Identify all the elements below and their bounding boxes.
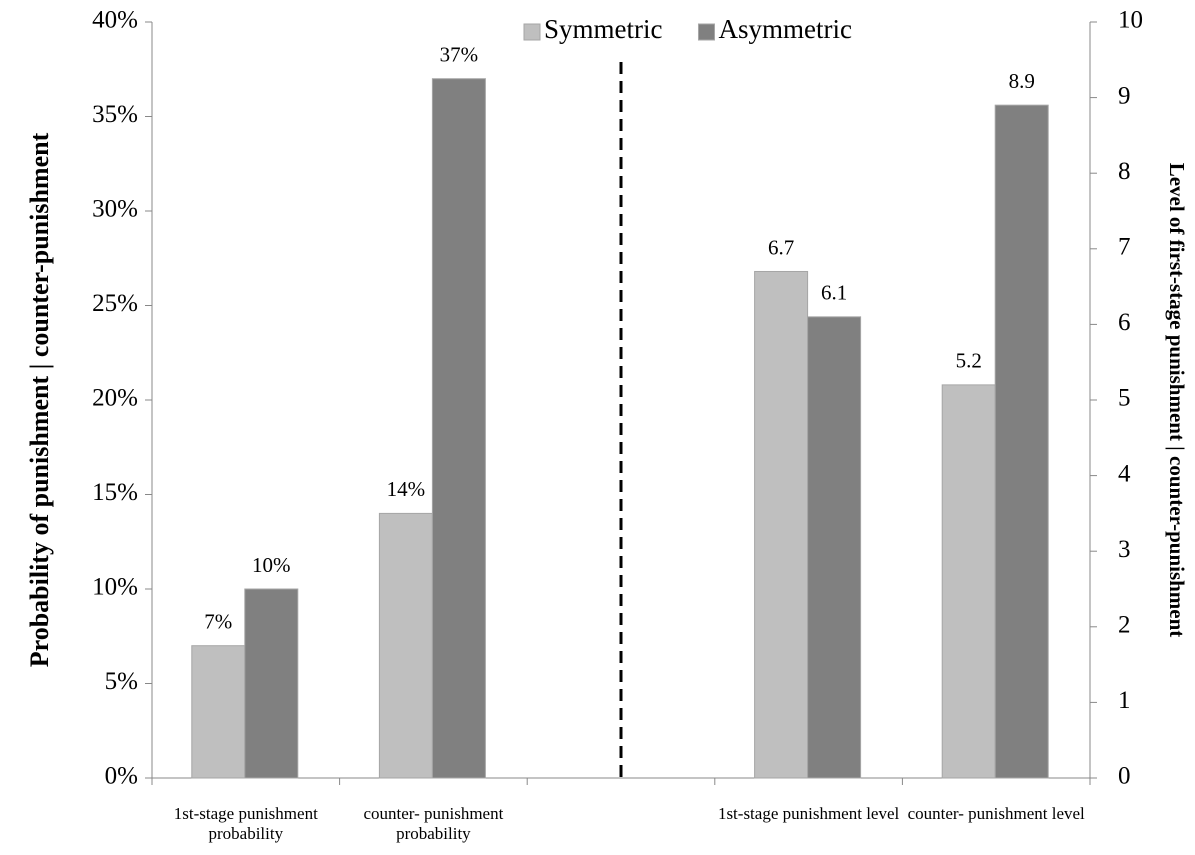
y2-tick-label: 3 (1118, 536, 1131, 563)
value-label: 37% (440, 43, 479, 67)
legend-swatch (523, 23, 541, 41)
y-tick-label: 5% (105, 668, 138, 695)
y-tick-label: 30% (92, 196, 138, 223)
value-label: 6.1 (821, 281, 847, 305)
y-tick-label: 25% (92, 290, 138, 317)
y-tick-label: 40% (92, 7, 138, 34)
value-label: 6.7 (768, 235, 794, 259)
y2-tick-label: 8 (1118, 158, 1131, 185)
y2-tick-label: 6 (1118, 309, 1131, 336)
y-axis-title: Probability of punishment | counter-puni… (25, 132, 54, 667)
value-label: 5.2 (956, 349, 982, 373)
legend-label: Symmetric (544, 14, 662, 44)
x-tick-label: counter- punishment level (907, 804, 1085, 823)
y2-tick-label: 7 (1118, 234, 1131, 261)
bar (191, 645, 246, 779)
legend-label: Asymmetric (718, 14, 851, 44)
bar (431, 78, 486, 779)
value-label: 14% (387, 477, 426, 501)
y-tick-label: 10% (92, 574, 138, 601)
bar (994, 104, 1049, 779)
x-tick-label: 1st-stage punishment level (717, 804, 900, 823)
y2-tick-label: 10 (1118, 7, 1143, 34)
bar (244, 588, 299, 779)
bar (941, 384, 996, 779)
y2-tick-label: 9 (1118, 82, 1131, 109)
bar (807, 316, 862, 779)
bar (754, 270, 809, 779)
bar (378, 512, 433, 779)
value-label: 10% (252, 553, 291, 577)
y2-tick-label: 0 (1118, 763, 1131, 790)
x-tick-label: counter- punishment probability (363, 804, 504, 843)
value-label: 8.9 (1009, 69, 1035, 93)
y2-tick-label: 5 (1118, 385, 1131, 412)
legend-swatch (697, 23, 715, 41)
y-tick-label: 15% (92, 479, 138, 506)
y2-axis-title: Level of first-stage punishment | counte… (1165, 163, 1189, 638)
value-label: 7% (204, 610, 232, 634)
y-tick-label: 0% (105, 763, 138, 790)
y2-tick-label: 1 (1118, 687, 1131, 714)
y2-tick-label: 2 (1118, 612, 1131, 639)
x-tick-label: 1st-stage punishment probability (173, 804, 318, 843)
y-tick-label: 20% (92, 385, 138, 412)
y-tick-label: 35% (92, 101, 138, 128)
y2-tick-label: 4 (1118, 460, 1131, 487)
